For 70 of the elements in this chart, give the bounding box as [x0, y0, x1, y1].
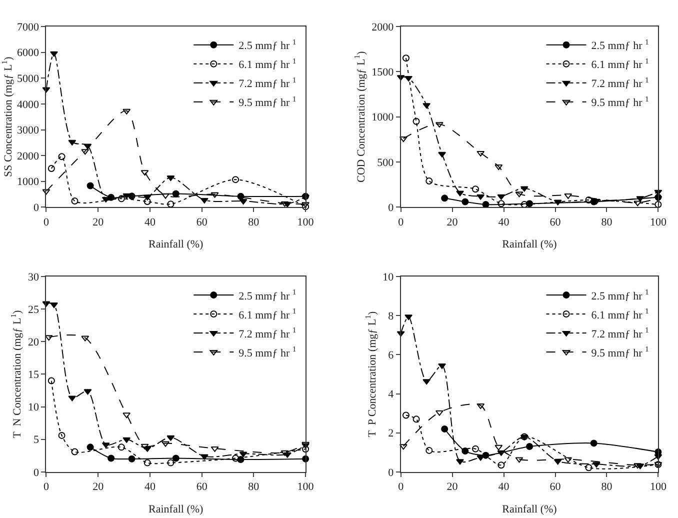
legend-label: 6.1 mmƒ hr $^{1}$ — [591, 306, 650, 322]
legend-label: 7.2 mmƒ hr $^{1}$ — [238, 326, 296, 340]
x-axis-title: Rainfall (%) — [502, 503, 558, 516]
legend-label: 2.5 mmƒ hr $^{1}$ — [238, 38, 296, 52]
y-tick-label: 2 — [388, 428, 394, 440]
x-tick-label: 80 — [601, 481, 613, 494]
x-tick-label: 20 — [92, 216, 104, 228]
legend-label: 9.5 mmƒ hr $^{1}$ — [591, 94, 650, 110]
x-tick-label: 60 — [196, 216, 208, 228]
y-tick-label: 4 — [388, 388, 394, 401]
x-tick-label: 80 — [601, 216, 613, 228]
legend-label: 6.1 mmƒ hr $^{1}$ — [238, 306, 296, 322]
y-tick-label: 7000 — [17, 21, 40, 34]
y-tick-label: 6 — [388, 350, 394, 362]
x-tick-label: 100 — [297, 216, 314, 228]
y-tick-label: 1500 — [372, 66, 394, 79]
x-tick-label: 40 — [498, 216, 510, 228]
legend-label: 9.5 mmƒ hr $^{1}$ — [591, 344, 650, 360]
x-tick-label: 100 — [297, 481, 314, 494]
legend-label: 7.2 mmƒ hr $^{1}$ — [591, 326, 650, 340]
y-tick-label: 5000 — [17, 72, 40, 85]
x-tick-label: 40 — [144, 216, 156, 228]
legend-label: 2.5 mmƒ hr $^{1}$ — [591, 38, 650, 52]
legend-label: 6.1 mmƒ hr $^{1}$ — [591, 56, 650, 72]
x-tick-label: 60 — [196, 481, 208, 494]
y-tick-label: 5 — [34, 434, 40, 446]
x-tick-label: 20 — [92, 481, 104, 494]
y-tick-label: 8 — [388, 310, 394, 322]
y-tick-label: 4000 — [17, 98, 40, 111]
x-tick-label: 0 — [398, 216, 404, 228]
y-tick-label: 3000 — [17, 124, 40, 137]
y-tick-label: 1000 — [372, 112, 394, 124]
legend-label: 7.2 mmƒ hr $^{1}$ — [238, 76, 296, 90]
legend-label: 2.5 mmƒ hr $^{1}$ — [238, 288, 296, 302]
x-axis-title: Rainfall (%) — [148, 503, 204, 516]
x-tick-label: 0 — [43, 216, 50, 228]
y-tick-label: 10 — [382, 271, 394, 284]
x-tick-label: 100 — [650, 216, 667, 228]
legend-label: 7.2 mmƒ hr $^{1}$ — [591, 76, 650, 90]
legend-label: 6.1 mmƒ hr $^{1}$ — [238, 56, 296, 72]
x-tick-label: 20 — [446, 216, 458, 228]
x-tick-label: 100 — [650, 481, 667, 494]
y-tick-label: 20 — [28, 336, 40, 349]
x-tick-label: 80 — [248, 216, 260, 228]
y-tick-label: 25 — [28, 304, 40, 316]
x-tick-label: 80 — [248, 481, 260, 494]
y-tick-label: 30 — [28, 271, 40, 284]
y-tick-label: 15 — [28, 369, 40, 382]
x-tick-label: 40 — [498, 481, 510, 494]
x-tick-label: 60 — [550, 216, 562, 228]
x-tick-label: 0 — [398, 481, 404, 494]
y-tick-label: 2000 — [372, 21, 394, 34]
x-tick-label: 0 — [43, 481, 50, 494]
y-tick-label: 500 — [377, 156, 394, 169]
y-tick-label: 0 — [388, 202, 394, 214]
x-axis-title: Rainfall (%) — [502, 238, 558, 251]
x-tick-label: 60 — [550, 481, 562, 494]
y-tick-label: 2000 — [17, 150, 40, 162]
x-axis-title: Rainfall (%) — [148, 238, 204, 251]
y-tick-label: 0 — [34, 466, 40, 479]
y-tick-label: 10 — [28, 402, 40, 414]
legend-label: 9.5 mmƒ hr $^{1}$ — [238, 344, 296, 360]
legend-label: 2.5 mmƒ hr $^{1}$ — [591, 288, 650, 302]
y-tick-label: 0 — [388, 466, 394, 479]
legend-label: 9.5 mmƒ hr $^{1}$ — [238, 94, 296, 110]
y-tick-label: 1000 — [17, 176, 40, 188]
x-tick-label: 20 — [446, 481, 458, 494]
x-tick-label: 40 — [144, 481, 156, 494]
y-tick-label: 6000 — [17, 47, 40, 60]
y-tick-label: 0 — [34, 202, 40, 214]
